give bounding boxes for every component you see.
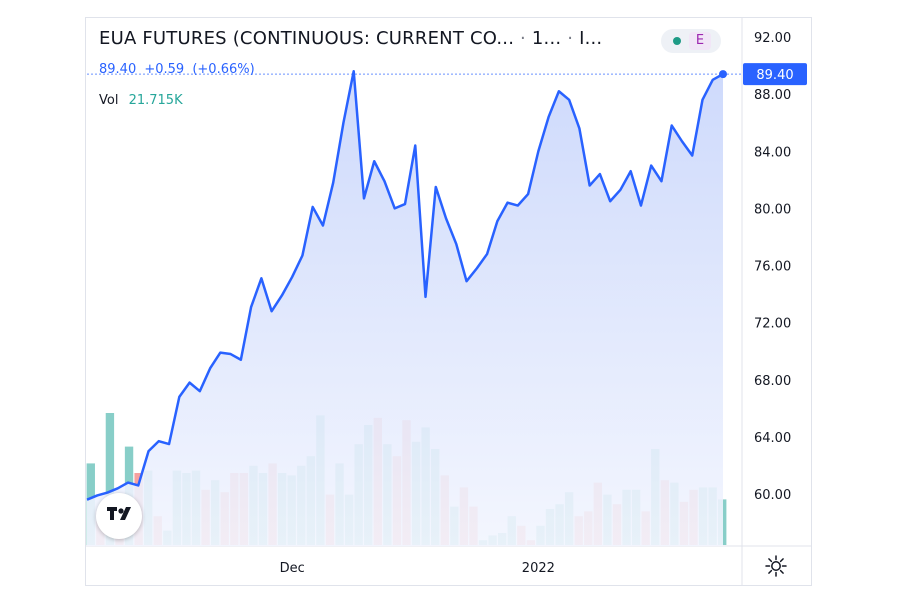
volume-legend: Vol 21.715K [99,93,183,108]
price-tick-label: 76.00 [754,260,791,275]
interval-label[interactable]: 1... [531,28,562,49]
price-tag-label: 89.40 [756,68,793,83]
time-tick-label: Dec [280,561,305,576]
price-legend: 89.40 +0.59 (+0.66%) [99,62,255,77]
price-axis: 92.00 88.00 84.00 80.00 76.00 72.00 68.00 64.00… [754,31,791,503]
price-tick-label: 60.00 [754,488,791,503]
time-axis: Dec 2022 [280,561,555,576]
price-area-fill [87,71,723,546]
last-price-marker [719,70,727,79]
price-change-pct: (+0.66%) [192,62,255,77]
volume-label: Vol [99,93,119,108]
price-tick-label: 92.00 [754,31,791,46]
symbol-title[interactable]: EUA FUTURES (CONTINUOUS: CURRENT CO... ·… [99,28,603,49]
price-tick-label: 80.00 [754,202,791,217]
volume-bar [105,413,115,545]
exchange-label[interactable]: I... [579,28,603,49]
price-tick-label: 64.00 [754,431,791,446]
last-price: 89.40 [99,62,137,77]
symbol-name[interactable]: EUA FUTURES (CONTINUOUS: CURRENT CO... [99,28,515,49]
price-line [86,70,724,501]
volume-value: 21.715K [128,93,183,108]
status-letter: E [689,32,711,50]
price-tick-label: 84.00 [754,145,791,160]
price-change: +0.59 [144,62,185,77]
market-status-pill[interactable]: E [661,29,721,53]
time-tick-label: 2022 [522,561,555,576]
price-tag: 89.40 [743,63,807,86]
tradingview-logo-icon[interactable] [96,493,142,539]
market-open-dot-icon [673,37,681,45]
price-tick-label: 72.00 [754,317,791,332]
price-tick-label: 88.00 [754,88,791,103]
gear-icon[interactable] [764,554,788,578]
price-tick-label: 68.00 [754,374,791,389]
